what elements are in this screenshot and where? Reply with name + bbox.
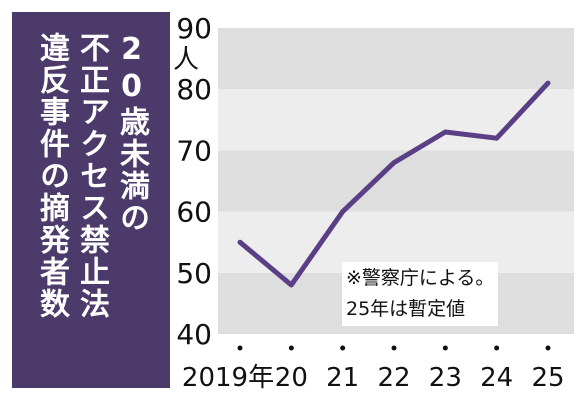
- x-tick-label: 25: [531, 363, 564, 393]
- y-tick-label: 70: [176, 134, 212, 167]
- y-tick-label: 40: [176, 318, 212, 351]
- title-line-2: 不正アクセス禁止法: [74, 32, 109, 320]
- x-tick-mark: [545, 345, 551, 351]
- x-tick-mark: [391, 345, 397, 351]
- x-tick-label: 21: [326, 363, 359, 393]
- y-tick-label: 80: [176, 73, 212, 106]
- x-tick-label: 22: [377, 363, 410, 393]
- x-axis-ticks: 2019年 20 21 22 23 24 25: [182, 345, 565, 393]
- series-line-path: [237, 80, 551, 288]
- source-note: ※警察庁による。 25年は暫定値: [342, 262, 499, 326]
- y-tick-label: 50: [176, 257, 212, 290]
- x-tick-mark: [494, 345, 500, 351]
- x-tick-mark: [237, 345, 243, 351]
- x-tick-label: 23: [429, 363, 462, 393]
- x-tick-mark: [442, 345, 448, 351]
- y-axis-ticks: 40 50 60 70 80 90: [176, 12, 212, 351]
- title-line-3: 違反事件の摘発者数: [34, 32, 69, 320]
- title-panel: 20歳未満の 不正アクセス禁止法 違反事件の摘発者数: [12, 12, 170, 388]
- source-note-line-1: ※警察庁による。: [346, 267, 495, 289]
- y-axis-unit-label: 人: [173, 45, 199, 75]
- source-note-line-2: 25年は暫定値: [346, 298, 466, 320]
- y-tick-label: 60: [176, 196, 212, 229]
- x-tick-label: 24: [480, 363, 513, 393]
- title-line-1: 20歳未満の: [114, 32, 149, 234]
- x-tick-mark: [288, 345, 294, 351]
- y-tick-label: 90: [176, 12, 212, 45]
- x-tick-label: 2019年: [182, 363, 274, 393]
- x-tick-label: 20: [275, 363, 308, 393]
- x-tick-mark: [340, 345, 346, 351]
- grid-band: [218, 89, 574, 151]
- grid-band: [218, 28, 574, 90]
- series-line: [237, 80, 551, 288]
